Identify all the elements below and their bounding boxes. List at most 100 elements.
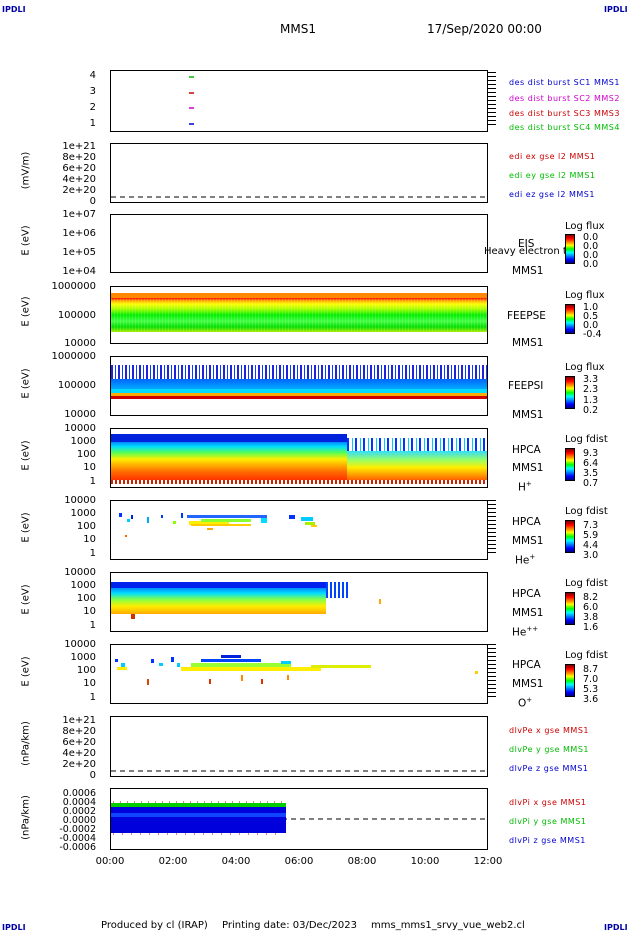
p3-ylabel: E (eV) [20,225,32,256]
mission-title: MMS1 [280,22,316,36]
p3-cb-3: 0.0 [583,259,599,270]
p5-cb-0: 3.3 [583,374,599,385]
p6-cb-2: 3.5 [583,468,599,479]
p2-tick-1: 8e+20 [62,152,96,163]
p7-cb-1: 5.9 [583,530,599,541]
p8-tick-0: 10000 [64,567,96,578]
p4-tick-0: 1000000 [51,281,96,292]
x-tick-0200: 02:00 [158,856,188,867]
p8-species-label: He++ [512,625,538,639]
p3-colorbar [565,234,575,264]
p7-species-name: He [515,554,530,567]
p8-tick-3: 10 [83,606,96,617]
p10-tick-5: 0 [89,770,96,781]
p7-sc-label: MMS1 [512,535,544,547]
p3-cb-2: 0.0 [583,250,599,261]
p3-tick-3: 1e+04 [62,266,96,277]
p5-tick-2: 10000 [64,409,96,420]
panel-edi [110,143,488,203]
p1-legend-sc3: des dist burst SC3 MMS3 [509,109,620,118]
p6-species-name: H [518,481,526,494]
panel-dlvpe [110,716,488,777]
p3-inst-label: EIS [518,238,535,250]
p11-tick-3: 0.0000 [62,815,96,826]
footer-produced: Produced by cl (IRAP) [101,920,208,931]
p11-tick-2: 0.0002 [62,806,96,817]
corner-label-top-left: IPDLI [2,5,26,14]
p9-colorbar [565,664,575,697]
p8-ylabel: E (eV) [20,584,32,615]
p2-legend-ey: edi ey gse l2 MMS1 [509,171,596,180]
p9-sc-label: MMS1 [512,678,544,690]
p6-tick-1: 1000 [70,436,96,447]
p7-inst-label: HPCA [512,516,541,528]
p6-sc-label: MMS1 [512,462,544,474]
p10-tick-2: 6e+20 [62,737,96,748]
p5-tick-1: 100000 [57,380,96,391]
p6-species-charge: + [525,480,532,488]
hpca-h-spectrogram-late [347,451,487,481]
p7-colorbar [565,520,575,553]
p8-species-name: He [512,626,527,639]
p9-cb-title: Log fdist [565,650,608,661]
p1-tick-3: 3 [89,86,96,97]
p3-tick-0: 1e+07 [62,209,96,220]
dlvpi-z-trace [111,807,286,833]
hpca-h-bottom-fringe [111,480,487,484]
p1-tick-2: 2 [89,102,96,113]
p2-tick-5: 0 [89,196,96,207]
p10-ylabel: (nPa/km) [20,721,32,766]
p9-cb-1: 7.0 [583,674,599,685]
p11-tick-6: -0.0006 [59,842,96,853]
hpca-hepp-red-spot [131,614,135,619]
p7-species-charge: + [529,553,536,561]
p4-tick-1: 100000 [57,310,96,321]
p7-tick-4: 1 [89,548,96,559]
p7-tick-2: 100 [76,521,96,532]
panel-hpca-he [110,500,488,560]
p7-tick-1: 1000 [70,508,96,519]
p5-cb-3: 0.2 [583,405,599,416]
p8-inst-label: HPCA [512,588,541,600]
p10-legend-y: dlvPe y gse MMS1 [509,745,589,754]
footer-printing: Printing date: 03/Dec/2023 [222,920,358,931]
p7-species-label: He+ [515,553,535,567]
p11-tick-0: 0.0006 [62,788,96,799]
p7-right-ticks [488,500,496,556]
p6-cb-1: 6.4 [583,458,599,469]
p3-tick-1: 1e+06 [62,228,96,239]
p1-right-ticks [488,72,496,128]
x-tick-0800: 08:00 [347,856,377,867]
p4-cb-0: 1.0 [583,302,599,313]
p4-ylabel: E (eV) [20,296,32,327]
hpca-hepp-top-band [111,582,347,588]
p4-colorbar [565,304,575,334]
panel-eis [110,214,488,273]
hpca-he-blobs [119,513,317,537]
p5-sc-label: MMS1 [512,409,544,421]
corner-label-bottom-left: IPDLI [2,923,26,932]
x-tick-0400: 04:00 [221,856,251,867]
p6-inst-label: HPCA [512,444,541,456]
panel-hpca-h [110,428,488,488]
p9-species-label: O+ [518,696,532,710]
p8-tick-2: 100 [76,593,96,604]
p9-tick-1: 1000 [70,652,96,663]
p6-species-label: H+ [518,480,532,494]
p9-ylabel: E (eV) [20,656,32,687]
p5-colorbar [565,376,575,409]
p3-sc-label: MMS1 [512,265,544,277]
p1-legend-sc1: des dist burst SC1 MMS1 [509,78,620,87]
p9-inst-label: HPCA [512,659,541,671]
p9-species-name: O [518,697,527,710]
p1-tick-1: 1 [89,118,96,129]
feepsi-cyan-band [111,389,487,393]
p8-cb-3: 1.6 [583,622,599,633]
p9-right-ticks [488,644,496,700]
hpca-hepp-sparse [326,582,348,598]
p8-cb-1: 6.0 [583,602,599,613]
p11-tick-4: -0.0002 [59,824,96,835]
p4-cb-2: 0.0 [583,320,599,331]
p3-overlay-label: Heavy electron to [484,246,573,257]
p5-cb-1: 2.3 [583,384,599,395]
